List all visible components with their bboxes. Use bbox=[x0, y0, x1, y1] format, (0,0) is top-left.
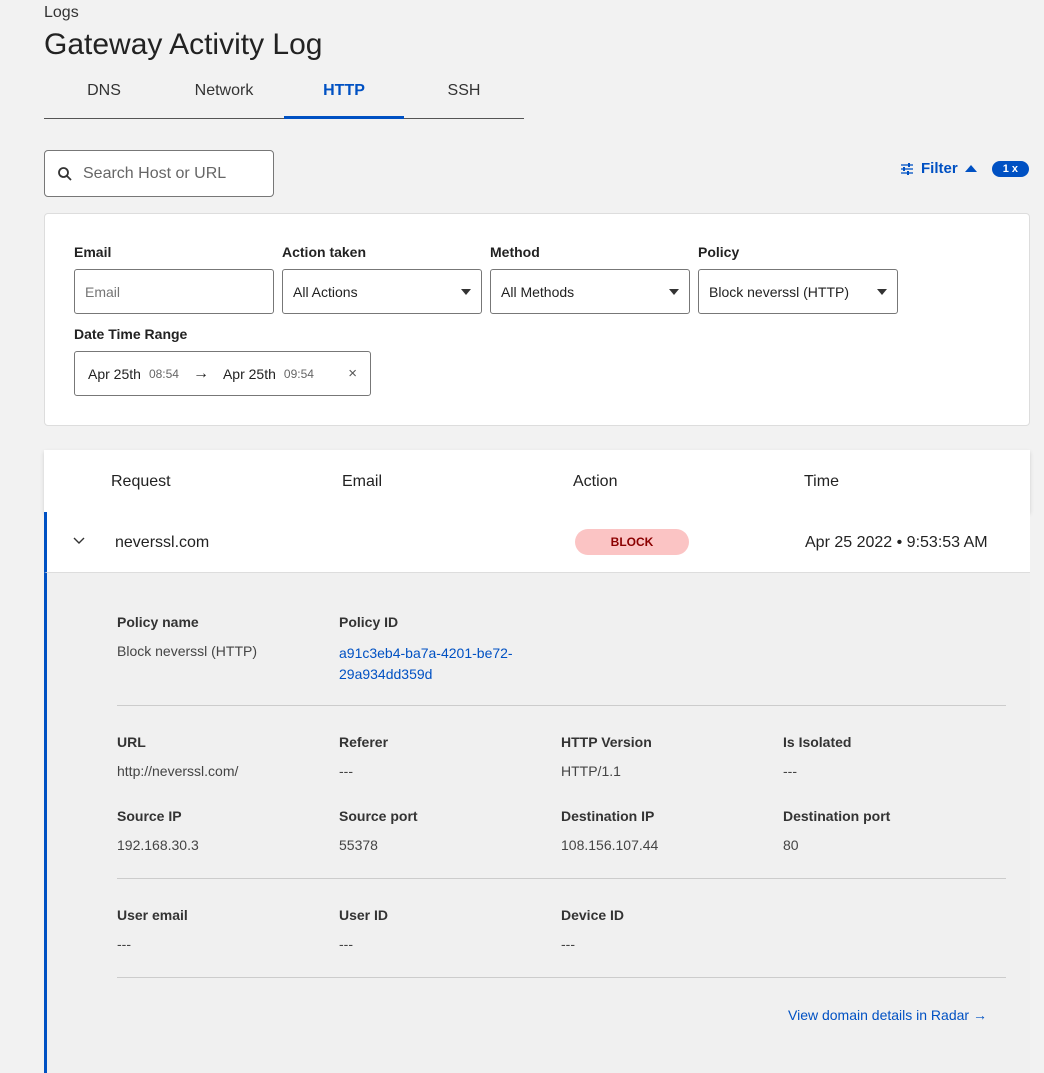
filter-panel: Email Action taken All Actions Method Al… bbox=[44, 213, 1030, 426]
action-badge: BLOCK bbox=[575, 529, 689, 555]
action-label: Action taken bbox=[282, 244, 367, 260]
tab-network[interactable]: Network bbox=[194, 82, 254, 99]
source-ip-label: Source IP bbox=[117, 808, 182, 824]
url-value: http://neverssl.com/ bbox=[117, 763, 239, 779]
table-row[interactable]: neverssl.com BLOCK Apr 25 2022 • 9:53:53… bbox=[44, 512, 1030, 573]
is-isolated-label: Is Isolated bbox=[783, 734, 852, 750]
policy-id-part2: 29a934dd359d bbox=[339, 666, 433, 682]
column-email[interactable]: Email bbox=[342, 473, 383, 490]
column-action[interactable]: Action bbox=[573, 473, 618, 490]
url-label: URL bbox=[117, 734, 146, 750]
caret-down-icon bbox=[461, 288, 471, 295]
tab-http[interactable]: HTTP bbox=[284, 78, 404, 119]
from-date: Apr 25th bbox=[88, 365, 141, 382]
date-range-label: Date Time Range bbox=[74, 326, 188, 342]
divider bbox=[117, 878, 1006, 879]
log-table: Request Email Action Time neverssl.com B… bbox=[44, 450, 1030, 1073]
method-label: Method bbox=[490, 244, 540, 260]
method-value: All Methods bbox=[501, 283, 575, 300]
http-version-label: HTTP Version bbox=[561, 734, 652, 750]
search-input[interactable] bbox=[83, 164, 263, 183]
clear-icon[interactable]: × bbox=[348, 365, 357, 382]
to-time: 09:54 bbox=[283, 366, 314, 381]
device-id-value: --- bbox=[561, 936, 575, 952]
filter-button[interactable]: Filter 1 x bbox=[900, 160, 1029, 177]
request-host: neverssl.com bbox=[115, 534, 210, 551]
policy-id-part1: a91c3eb4-ba7a-4201-be72- bbox=[339, 645, 513, 661]
action-value: All Actions bbox=[293, 283, 358, 300]
email-field[interactable] bbox=[74, 269, 274, 314]
tab-dns[interactable]: DNS bbox=[87, 82, 121, 99]
policy-name-value: Block neverssl (HTTP) bbox=[117, 643, 258, 659]
source-ip-value: 192.168.30.3 bbox=[117, 837, 199, 853]
destination-port-value: 80 bbox=[783, 837, 799, 853]
column-request[interactable]: Request bbox=[111, 473, 171, 490]
radar-link[interactable]: View domain details in Radar → bbox=[788, 1007, 987, 1023]
caret-down-icon bbox=[669, 288, 679, 295]
destination-port-label: Destination port bbox=[783, 808, 891, 824]
policy-label: Policy bbox=[698, 244, 740, 260]
sliders-icon bbox=[901, 162, 913, 175]
search-box bbox=[44, 150, 274, 197]
destination-ip-value: 108.156.107.44 bbox=[561, 837, 659, 853]
email-label: Email bbox=[74, 244, 112, 260]
destination-ip-label: Destination IP bbox=[561, 808, 655, 824]
chevron-down-icon[interactable] bbox=[73, 537, 85, 545]
policy-id-link[interactable]: a91c3eb4-ba7a-4201-be72- 29a934dd359d bbox=[339, 643, 513, 685]
filter-count-badge: 1 x bbox=[991, 160, 1029, 177]
row-details: Policy name Block neverssl (HTTP) Policy… bbox=[44, 573, 1030, 1073]
divider bbox=[117, 705, 1006, 706]
arrow-right-icon: → bbox=[192, 364, 209, 382]
device-id-label: Device ID bbox=[561, 907, 625, 923]
referer-value: --- bbox=[339, 763, 353, 779]
column-time[interactable]: Time bbox=[804, 473, 839, 490]
http-version-value: HTTP/1.1 bbox=[561, 763, 621, 779]
user-id-label: User ID bbox=[339, 907, 389, 923]
source-port-label: Source port bbox=[339, 808, 418, 824]
breadcrumb[interactable]: Logs bbox=[44, 4, 79, 21]
user-id-value: --- bbox=[339, 936, 353, 952]
source-port-value: 55378 bbox=[339, 837, 378, 853]
search-icon bbox=[58, 166, 72, 181]
tab-ssh[interactable]: SSH bbox=[447, 82, 481, 99]
from-time: 08:54 bbox=[148, 366, 179, 381]
filter-label: Filter bbox=[921, 160, 958, 177]
divider bbox=[117, 977, 1006, 978]
date-range-picker[interactable]: Apr 25th 08:54 → Apr 25th 09:54 × bbox=[74, 351, 371, 396]
user-email-label: User email bbox=[117, 907, 188, 923]
policy-select[interactable]: Block neverssl (HTTP) bbox=[698, 269, 898, 314]
policy-value: Block neverssl (HTTP) bbox=[709, 283, 850, 300]
caret-down-icon bbox=[877, 288, 887, 295]
tabs: DNS Network HTTP SSH bbox=[44, 78, 524, 119]
policy-name-label: Policy name bbox=[117, 614, 199, 630]
page-title: Gateway Activity Log bbox=[44, 28, 323, 61]
method-select[interactable]: All Methods bbox=[490, 269, 690, 314]
table-header: Request Email Action Time bbox=[44, 450, 1030, 512]
to-date: Apr 25th bbox=[222, 365, 276, 382]
is-isolated-value: --- bbox=[783, 763, 797, 779]
action-select[interactable]: All Actions bbox=[282, 269, 482, 314]
policy-id-label: Policy ID bbox=[339, 614, 399, 630]
user-email-value: --- bbox=[117, 936, 131, 952]
request-time: Apr 25 2022 • 9:53:53 AM bbox=[805, 534, 988, 551]
referer-label: Referer bbox=[339, 734, 389, 750]
chevron-up-icon bbox=[964, 165, 977, 172]
